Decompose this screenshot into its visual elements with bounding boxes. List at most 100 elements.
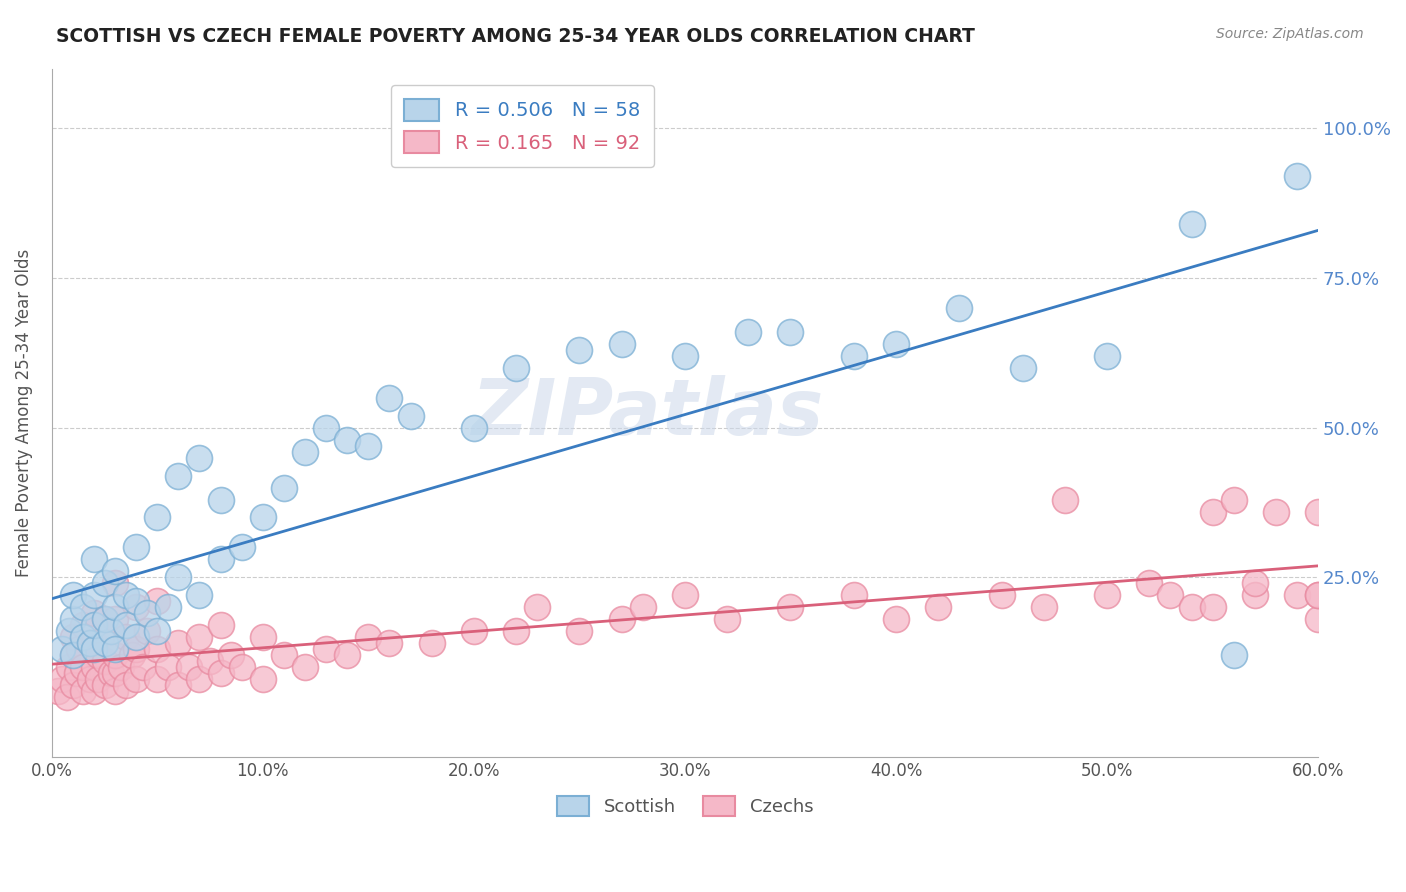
Legend: Scottish, Czechs: Scottish, Czechs [550, 789, 821, 823]
Point [79, 636, 101, 650]
Point [315, 420, 337, 434]
Point [93, 654, 115, 668]
Point [72, 618, 94, 632]
Point [104, 576, 127, 591]
Point [104, 565, 127, 579]
Point [104, 666, 127, 681]
Point [1285, 588, 1308, 602]
Point [1180, 217, 1202, 231]
Point [673, 588, 696, 602]
Point [842, 349, 865, 363]
Point [83, 660, 105, 674]
Point [231, 660, 253, 674]
Point [58, 660, 80, 674]
Point [131, 660, 153, 674]
Point [167, 636, 190, 650]
Point [188, 630, 211, 644]
Point [104, 684, 127, 698]
Point [610, 612, 633, 626]
Point [167, 468, 190, 483]
Point [125, 642, 148, 657]
Point [948, 301, 970, 315]
Point [114, 618, 136, 632]
Point [167, 678, 190, 692]
Point [125, 672, 148, 686]
Point [1308, 504, 1330, 518]
Point [673, 349, 696, 363]
Point [219, 648, 242, 663]
Point [167, 570, 190, 584]
Point [177, 660, 200, 674]
Point [1222, 492, 1244, 507]
Point [83, 636, 105, 650]
Point [83, 618, 105, 632]
Point [72, 660, 94, 674]
Point [72, 684, 94, 698]
Point [884, 612, 907, 626]
Point [779, 600, 801, 615]
Point [46, 684, 69, 698]
Point [1308, 588, 1330, 602]
Point [93, 636, 115, 650]
Point [610, 337, 633, 351]
Point [146, 672, 169, 686]
Point [67, 642, 90, 657]
Point [505, 360, 527, 375]
Text: ZIPatlas: ZIPatlas [471, 375, 823, 450]
Point [87, 672, 110, 686]
Point [231, 541, 253, 555]
Point [100, 624, 122, 639]
Point [156, 600, 179, 615]
Point [62, 630, 84, 644]
Point [1137, 576, 1160, 591]
Point [83, 642, 105, 657]
Point [252, 630, 274, 644]
Point [463, 420, 485, 434]
Point [114, 588, 136, 602]
Point [378, 636, 401, 650]
Point [121, 648, 143, 663]
Point [114, 630, 136, 644]
Point [1011, 360, 1033, 375]
Point [125, 541, 148, 555]
Point [72, 630, 94, 644]
Point [146, 642, 169, 657]
Point [62, 678, 84, 692]
Point [842, 588, 865, 602]
Point [1095, 588, 1118, 602]
Text: Source: ZipAtlas.com: Source: ZipAtlas.com [1216, 27, 1364, 41]
Point [336, 433, 359, 447]
Point [93, 612, 115, 626]
Point [927, 600, 949, 615]
Point [188, 450, 211, 465]
Point [463, 624, 485, 639]
Point [83, 588, 105, 602]
Point [58, 624, 80, 639]
Point [505, 624, 527, 639]
Point [104, 600, 127, 615]
Point [336, 648, 359, 663]
Point [83, 684, 105, 698]
Point [631, 600, 654, 615]
Point [716, 612, 738, 626]
Point [1201, 504, 1223, 518]
Point [62, 648, 84, 663]
Point [62, 648, 84, 663]
Point [93, 576, 115, 591]
Point [79, 672, 101, 686]
Point [87, 648, 110, 663]
Point [146, 510, 169, 524]
Point [83, 552, 105, 566]
Point [209, 618, 232, 632]
Point [198, 654, 221, 668]
Point [104, 642, 127, 657]
Point [779, 325, 801, 339]
Point [357, 439, 380, 453]
Point [294, 444, 316, 458]
Point [146, 594, 169, 608]
Point [83, 607, 105, 621]
Point [100, 666, 122, 681]
Point [1264, 504, 1286, 518]
Point [209, 492, 232, 507]
Point [1053, 492, 1076, 507]
